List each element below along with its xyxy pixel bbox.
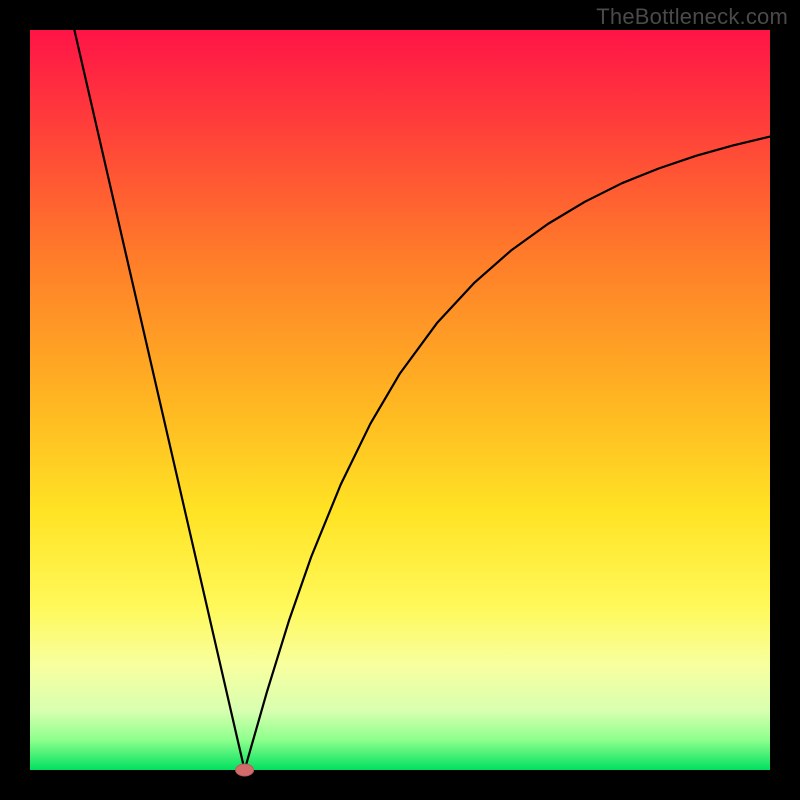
watermark-text: TheBottleneck.com [596, 4, 788, 30]
plot-background [30, 30, 770, 770]
chart-container: TheBottleneck.com [0, 0, 800, 800]
optimum-marker [236, 764, 254, 776]
bottleneck-chart [0, 0, 800, 800]
